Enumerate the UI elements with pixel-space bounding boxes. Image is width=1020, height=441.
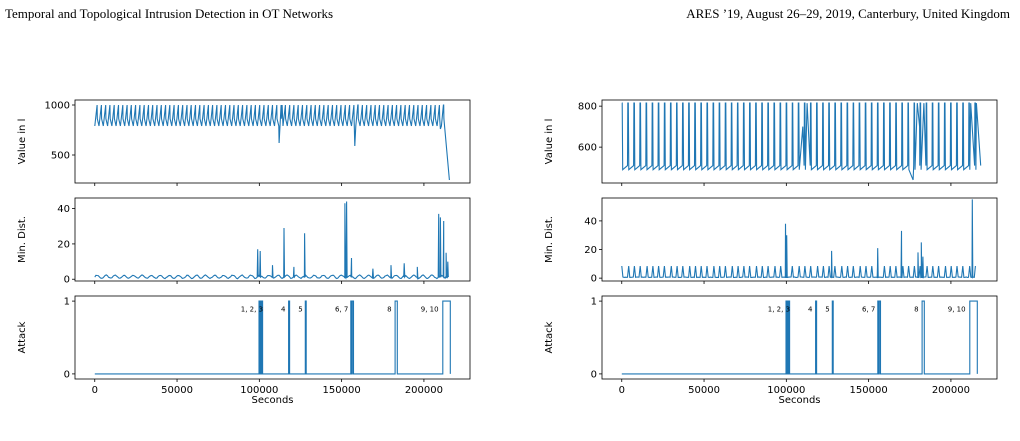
subplot-3: 0 1 Attack 0 50000 100000 150000 200000 1, 2, 3 4… — [17, 295, 471, 396]
y-tick-label: 20 — [584, 245, 597, 256]
attack-annotation: 6, 7 — [862, 305, 875, 313]
series-line — [621, 199, 976, 279]
x-tick-label: 0 — [92, 385, 98, 396]
subplot-2: 0 20 40 Min. Dist. — [17, 197, 471, 286]
y-tick-label: 500 — [51, 151, 70, 162]
y-tick-label: 0 — [591, 369, 597, 380]
y-tick-label: 40 — [57, 204, 70, 215]
y-tick-label: 40 — [584, 216, 597, 227]
axes-frame — [74, 197, 471, 282]
x-tick-label: 200000 — [405, 385, 443, 396]
y-axis-label: Attack — [17, 321, 28, 353]
y-tick-label: 600 — [578, 143, 597, 154]
attack-annotation: 8 — [914, 305, 918, 313]
y-axis-label: Attack — [544, 321, 555, 353]
subplot-1: 600 800 Value in l — [544, 99, 998, 186]
y-tick-label: 1000 — [45, 101, 70, 112]
axes-frame — [74, 295, 471, 380]
attack-annotation: 9, 10 — [948, 305, 966, 313]
attack-annotation: 6, 7 — [335, 305, 348, 313]
running-header-venue: ARES ’19, August 26–29, 2019, Canterbury… — [686, 6, 1010, 21]
subplot-2: 0 20 40 Min. Dist. — [544, 197, 998, 285]
x-tick-label: 100000 — [240, 385, 278, 396]
attack-annotation: 5 — [298, 305, 302, 313]
axes-frame — [601, 99, 998, 184]
y-axis-label: Min. Dist. — [17, 216, 28, 263]
series-line — [621, 102, 982, 181]
x-tick-label: 100000 — [767, 385, 805, 396]
running-header-title: Temporal and Topological Intrusion Detec… — [5, 6, 334, 21]
y-tick-label: 0 — [64, 369, 70, 380]
attack-annotation: 1, 2, 3 — [241, 305, 263, 313]
attack-annotation: 1, 2, 3 — [768, 305, 790, 313]
attack-annotation: 4 — [281, 305, 286, 313]
x-tick-label: 150000 — [850, 385, 888, 396]
series-line — [94, 201, 449, 281]
y-tick-label: 1 — [64, 297, 70, 308]
attack-annotation: 5 — [825, 305, 829, 313]
x-tick-label: 150000 — [323, 385, 361, 396]
y-tick-label: 1 — [591, 297, 597, 308]
y-tick-label: 20 — [57, 239, 70, 250]
y-axis-label: Value in l — [544, 119, 555, 165]
attack-annotation: 8 — [387, 305, 391, 313]
series-line — [94, 300, 451, 375]
axes-frame — [601, 197, 998, 282]
y-tick-label: 0 — [64, 275, 70, 286]
subplot-3: 0 1 Attack 0 50000 100000 150000 200000 1, 2, 3 4… — [544, 295, 998, 396]
x-tick-label: 200000 — [932, 385, 970, 396]
y-axis-label: Min. Dist. — [544, 216, 555, 263]
y-tick-label: 800 — [578, 102, 597, 113]
series-line — [621, 300, 978, 375]
axes-frame — [601, 295, 998, 380]
attack-annotation: 9, 10 — [421, 305, 439, 313]
attack-annotation: 4 — [808, 305, 813, 313]
x-tick-label: 50000 — [161, 385, 193, 396]
x-axis-label: Seconds — [251, 395, 293, 406]
x-axis-label: Seconds — [778, 395, 820, 406]
axes-frame — [74, 99, 471, 184]
series-line — [94, 104, 450, 181]
y-tick-label: 0 — [591, 274, 597, 285]
x-tick-label: 0 — [619, 385, 625, 396]
y-axis-label: Value in l — [17, 119, 28, 165]
x-tick-label: 50000 — [688, 385, 720, 396]
subplot-1: 500 1000 Value in l — [17, 99, 471, 186]
